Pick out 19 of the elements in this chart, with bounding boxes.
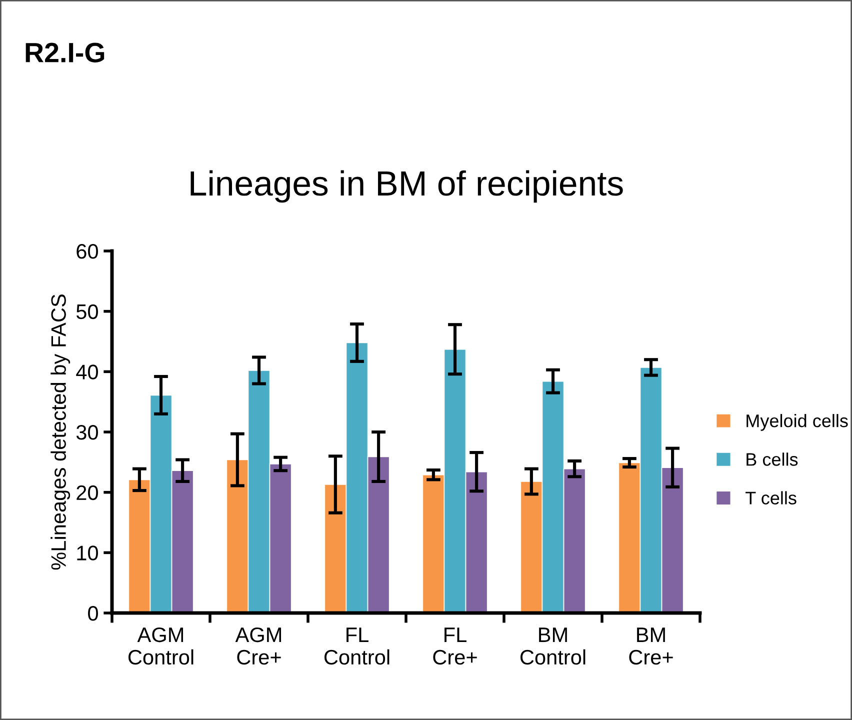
chart-title: Lineages in BM of recipients [190,170,623,203]
y-tick-label: 0 [88,606,98,621]
x-tick-label: AGM Cre+ [235,627,282,665]
y-tick-label: 60 [76,244,98,259]
x-tick-label: FL Control [324,628,390,665]
legend-label: Myeloid cells [746,414,848,431]
y-tick-label: 20 [76,485,98,500]
y-tick-label: 40 [76,364,98,380]
y-tick-label: 10 [77,546,98,560]
y-tick-label: 50 [76,304,98,320]
x-tick-label: BM Control [520,628,586,665]
text: R2.I-G [26,42,104,62]
x-tick-label: AGM Control [128,627,194,665]
x-tick-label: FL Cre+ [433,628,477,665]
legend-label: B cells [746,452,798,466]
legend-label: T cells [746,491,796,504]
x-tick-label: BM Cre+ [629,628,673,665]
y-tick-label: 30 [76,425,98,440]
y-axis-title: %Lineages detected by FACS [50,294,70,570]
